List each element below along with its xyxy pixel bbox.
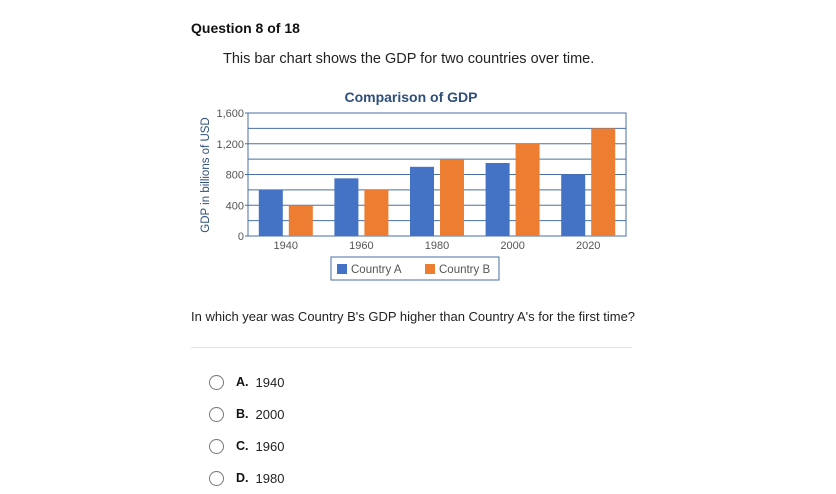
question-intro: This bar chart shows the GDP for two cou… (223, 51, 595, 67)
choice-d[interactable]: D. 1980 (209, 462, 284, 494)
legend-label: Country A (351, 264, 402, 276)
y-tick-label: 800 (226, 170, 244, 182)
bar-country-b-1960 (364, 189, 389, 236)
chart-title: Comparison of GDP (344, 89, 477, 105)
bar-country-b-2000 (515, 143, 540, 236)
axis-ticks: 0 400 800 1,200 1,600 1940 1960 1980 2000 2020 (216, 108, 600, 252)
bar-country-a-1940 (258, 189, 283, 236)
x-tick-label: 2000 (500, 240, 524, 252)
radio-button-icon[interactable] (209, 438, 224, 454)
chart-svg: Comparison of GDP GDP in billions of USD… (200, 89, 627, 281)
choice-text: 1960 (255, 438, 285, 454)
choice-text: 1940 (255, 374, 285, 390)
legend-label: Country B (439, 264, 490, 276)
choice-letter: D. (236, 471, 249, 485)
legend: Country A Country B (330, 256, 500, 281)
choice-c[interactable]: C. 1960 (209, 430, 284, 462)
bar-country-b-1980 (440, 159, 464, 236)
bars (258, 128, 616, 236)
question-number: Question 8 of 18 (191, 20, 300, 36)
bar-country-a-1960 (334, 178, 359, 236)
y-tick-label: 1,600 (216, 108, 244, 120)
choice-letter: A. (236, 375, 249, 389)
divider (191, 347, 632, 348)
legend-box (330, 256, 500, 281)
answer-choices: A. 1940 B. 2000 C. 1960 D. 1980 (209, 366, 284, 494)
choice-text: 2000 (255, 406, 285, 422)
x-tick-label: 1980 (425, 240, 449, 252)
bar-country-a-1980 (410, 166, 434, 236)
choice-letter: B. (236, 407, 249, 421)
bar-country-a-2020 (561, 174, 586, 236)
radio-button-icon[interactable] (209, 374, 224, 390)
choice-b[interactable]: B. 2000 (209, 398, 284, 430)
bar-country-b-2020 (591, 128, 616, 236)
choice-a[interactable]: A. 1940 (209, 366, 284, 398)
bar-country-b-1940 (288, 205, 313, 236)
legend-swatch (425, 264, 435, 274)
bar-chart: Comparison of GDP GDP in billions of USD… (192, 82, 642, 287)
x-tick-label: 1960 (349, 240, 373, 252)
bar-country-a-2000 (485, 162, 510, 236)
y-tick-label: 400 (226, 200, 244, 212)
choice-text: 1980 (255, 470, 285, 486)
x-tick-label: 2020 (576, 240, 600, 252)
radio-button-icon[interactable] (209, 470, 224, 486)
legend-swatch (337, 264, 347, 274)
y-tick-label: 1,200 (216, 139, 244, 151)
choice-letter: C. (236, 439, 249, 453)
radio-button-icon[interactable] (209, 406, 224, 422)
y-tick-label: 0 (238, 231, 244, 243)
y-axis-label: GDP in billions of USD (200, 117, 212, 232)
question-prompt: In which year was Country B's GDP higher… (191, 309, 636, 324)
x-tick-label: 1940 (274, 240, 298, 252)
